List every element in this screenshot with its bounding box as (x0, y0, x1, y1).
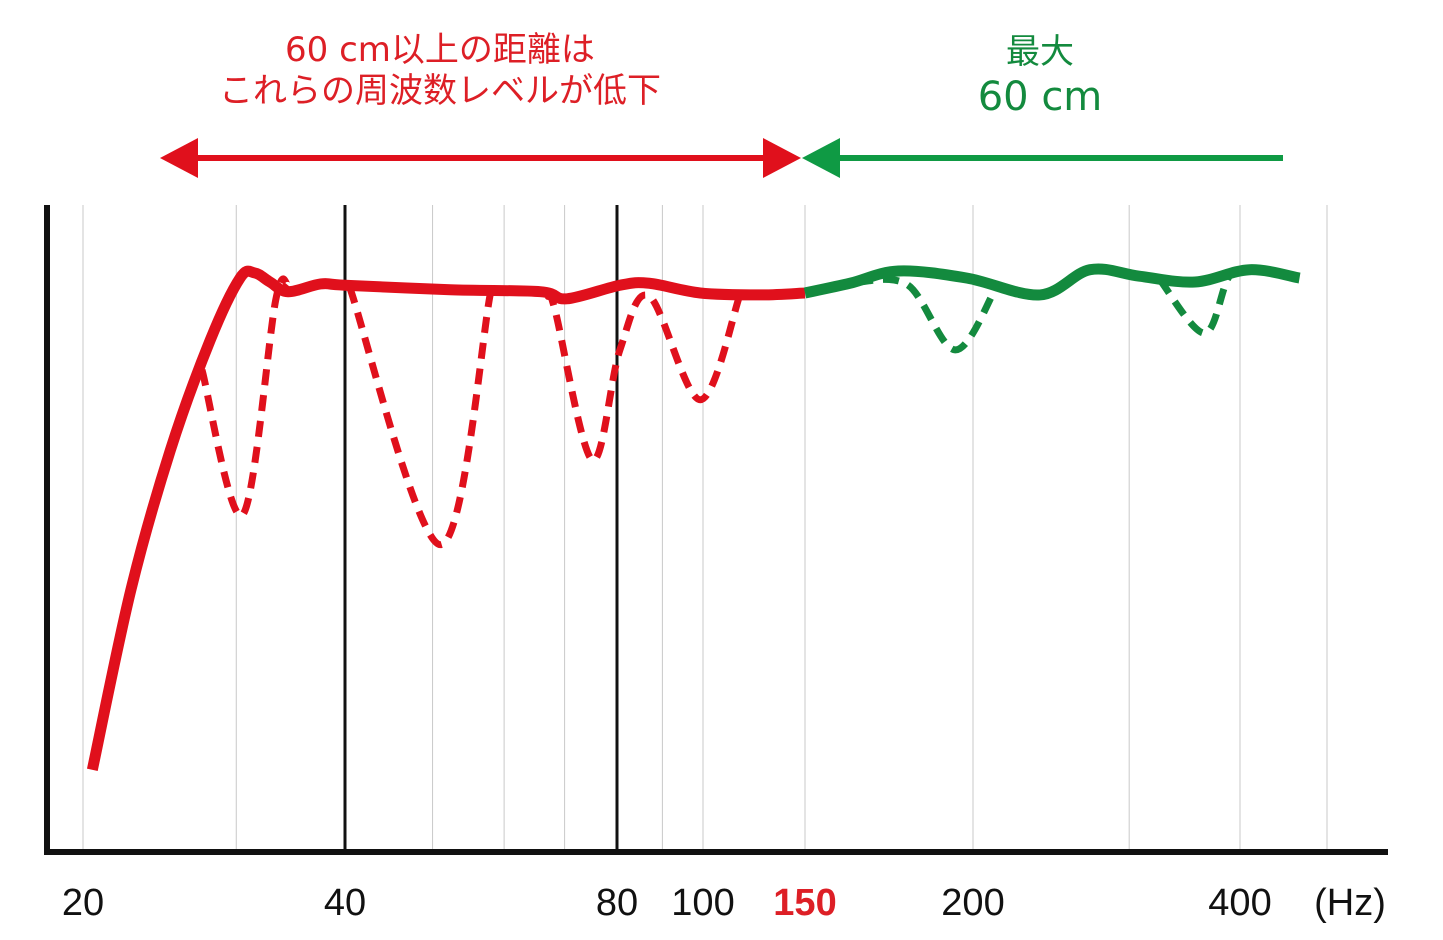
red-arrow-right-head (763, 138, 801, 178)
solid-series-line (803, 263, 1301, 301)
x-tick-label: 100 (671, 882, 734, 924)
dashed-series-line (856, 275, 999, 354)
annotation-green: 最大 60 cm (940, 32, 1140, 121)
dashed-series-line (544, 290, 744, 464)
dashed-series-line (198, 275, 292, 519)
green-arrow-head (802, 138, 840, 178)
annotation-green-line2: 60 cm (977, 73, 1103, 120)
x-tick-label: 150 (773, 882, 836, 924)
x-tick-label: 40 (324, 882, 366, 924)
x-tick-label: 80 (596, 882, 638, 924)
red-arrow-left-head (160, 138, 198, 178)
x-tick-label: 400 (1208, 882, 1271, 924)
annotation-green-line1: 最大 (1006, 32, 1074, 72)
dashed-series-line (1157, 265, 1261, 337)
dashed-series-line (346, 286, 494, 549)
annotation-red-line1: 60 cm以上の距離は (285, 30, 595, 70)
x-unit-label: (Hz) (1314, 882, 1386, 924)
annotation-red-line2: これらの周波数レベルが低下 (219, 70, 661, 111)
x-tick-label: 20 (62, 882, 104, 924)
annotation-red: 60 cm以上の距離は これらの周波数レベルが低下 (170, 30, 710, 112)
solid-series-line (86, 265, 806, 771)
x-tick-label: 200 (941, 882, 1004, 924)
